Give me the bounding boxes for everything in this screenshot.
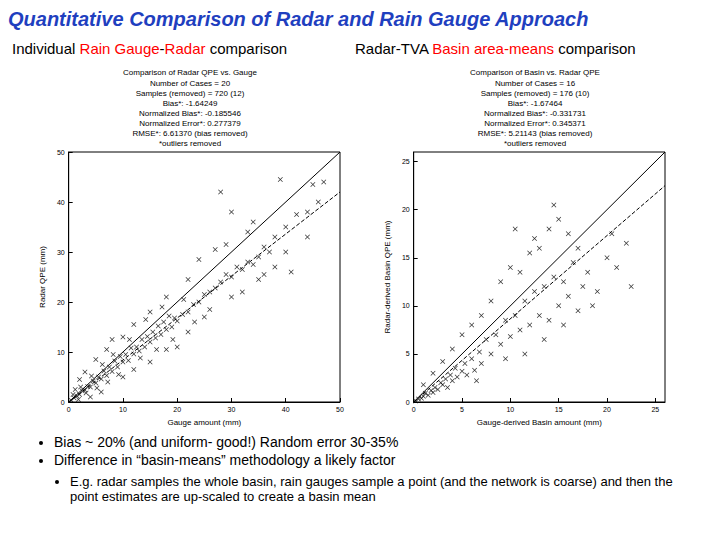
svg-text:0: 0: [406, 399, 410, 406]
html-text:Quantitative Comparison of Rad: Quantitative Comparison of Radar and Rai…: [8, 8, 589, 30]
svg-text:10: 10: [119, 406, 127, 413]
html-text:Radar-TVA Basin area-means com: Radar-TVA Basin area-means comparison: [355, 40, 636, 57]
html-text:Individual Rain Gauge - Radar: Individual Rain Gauge - Radar comparison: [12, 40, 288, 57]
svg-text:Samples (removed) = 176 (10): Samples (removed) = 176 (10): [481, 89, 590, 98]
svg-text:10: 10: [402, 302, 410, 309]
svg-text:30: 30: [57, 249, 65, 256]
svg-text:*outliers removed: *outliers removed: [504, 139, 566, 148]
svg-text:Radar-derived Basin QPE (mm): Radar-derived Basin QPE (mm): [383, 220, 392, 333]
svg-text:Normalized Error*: 0.345371: Normalized Error*: 0.345371: [484, 119, 586, 128]
svg-text:0: 0: [67, 406, 71, 413]
svg-text:0: 0: [61, 399, 65, 406]
svg-text:5: 5: [406, 350, 410, 357]
svg-text:Gauge amount (mm): Gauge amount (mm): [167, 418, 241, 427]
svg-text:Samples (removed) = 720 (12): Samples (removed) = 720 (12): [136, 89, 245, 98]
svg-text:Comparison of Radar QPE vs. Ga: Comparison of Radar QPE vs. Gauge: [123, 68, 257, 77]
svg-text:25: 25: [402, 158, 410, 165]
svg-text:20: 20: [402, 206, 410, 213]
svg-text:40: 40: [57, 199, 65, 206]
svg-text:Number of Cases = 20: Number of Cases = 20: [150, 79, 231, 88]
svg-text:*outliers removed: *outliers removed: [159, 139, 221, 148]
svg-text:50: 50: [57, 149, 65, 156]
svg-text:Normalized Error*: 0.277379: Normalized Error*: 0.277379: [139, 119, 241, 128]
svg-text:40: 40: [282, 406, 290, 413]
svg-text:20: 20: [173, 406, 181, 413]
svg-text:Gauge-derived Basin amount (mm: Gauge-derived Basin amount (mm): [477, 418, 602, 427]
svg-text:5: 5: [460, 406, 464, 413]
svg-text:20: 20: [57, 299, 65, 306]
svg-text:20: 20: [603, 406, 611, 413]
svg-text:15: 15: [555, 406, 563, 413]
svg-text:Comparison of Basin vs. Radar: Comparison of Basin vs. Radar QPE: [470, 68, 600, 77]
svg-text:10: 10: [57, 349, 65, 356]
svg-text:15: 15: [402, 254, 410, 261]
html-text:E.g. radar samples the whole b: E.g. radar samples the whole basin, rain…: [70, 474, 673, 504]
svg-text:RMSE*: 5.21143 (bias removed): RMSE*: 5.21143 (bias removed): [478, 129, 593, 138]
html-text:Bias ~ 20% (and uniform- good!: Bias ~ 20% (and uniform- good!) Random e…: [54, 434, 399, 450]
svg-text:Bias*: -1.64249: Bias*: -1.64249: [163, 99, 218, 108]
svg-text:Bias*: -1.67464: Bias*: -1.67464: [508, 99, 563, 108]
svg-text:30: 30: [228, 406, 236, 413]
svg-text:50: 50: [336, 406, 344, 413]
svg-text:10: 10: [506, 406, 514, 413]
svg-text:Normalized Bias*: -0.331731: Normalized Bias*: -0.331731: [484, 109, 586, 118]
svg-text:Radar QPE (mm): Radar QPE (mm): [38, 246, 47, 308]
svg-text:Normalized Bias*: -0.185546: Normalized Bias*: -0.185546: [139, 109, 241, 118]
svg-text:25: 25: [651, 406, 659, 413]
svg-text:RMSE*: 6.61370 (bias removed): RMSE*: 6.61370 (bias removed): [132, 129, 248, 138]
html-text:Difference in “basin-means” me: Difference in “basin-means” methodology …: [54, 452, 396, 468]
svg-text:Number of Cases = 16: Number of Cases = 16: [495, 79, 576, 88]
svg-text:0: 0: [412, 406, 416, 413]
